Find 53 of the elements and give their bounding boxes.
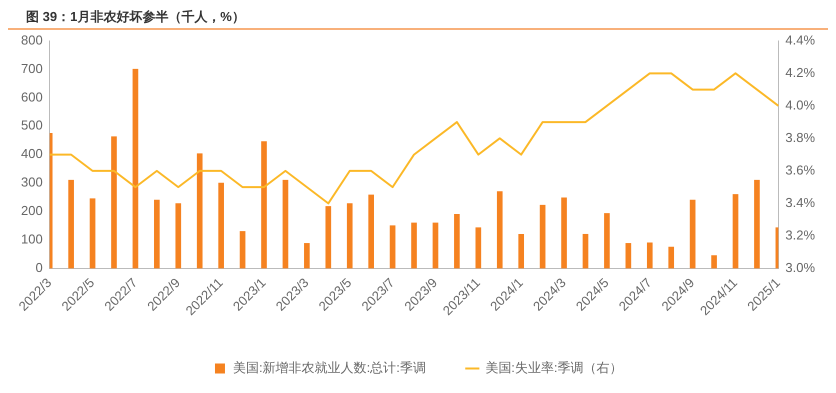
y-tick-label: 0 bbox=[35, 260, 43, 275]
bar bbox=[582, 234, 588, 268]
bar bbox=[304, 243, 310, 268]
bar bbox=[690, 200, 696, 268]
bar bbox=[68, 180, 74, 268]
y2-tick-label: 3.2% bbox=[785, 227, 816, 242]
y-tick-label: 300 bbox=[20, 174, 43, 190]
y-tick-label: 500 bbox=[20, 118, 43, 133]
bar bbox=[561, 198, 567, 268]
y-tick-label: 700 bbox=[20, 60, 43, 76]
y2-tick-label: 3.0% bbox=[785, 260, 816, 275]
y2-tick-label: 4.4% bbox=[785, 32, 816, 48]
bar bbox=[90, 198, 96, 268]
bar bbox=[668, 246, 674, 268]
bar bbox=[411, 222, 417, 268]
y-tick-label: 400 bbox=[20, 146, 43, 162]
bar bbox=[325, 206, 332, 268]
bar bbox=[261, 141, 267, 268]
y2-tick-label: 3.4% bbox=[785, 194, 816, 210]
bar bbox=[111, 136, 117, 268]
bar bbox=[626, 243, 632, 268]
bar bbox=[132, 68, 138, 268]
bar bbox=[368, 194, 374, 268]
bar bbox=[454, 214, 460, 268]
bar bbox=[496, 191, 503, 268]
bar bbox=[518, 234, 524, 268]
y-tick-label: 800 bbox=[20, 32, 43, 48]
bar bbox=[154, 200, 160, 268]
y-tick-label: 100 bbox=[20, 232, 43, 247]
y2-tick-label: 3.8% bbox=[785, 130, 816, 145]
y2-tick-label: 3.6% bbox=[785, 162, 816, 178]
bar bbox=[540, 204, 546, 268]
bar bbox=[346, 203, 353, 268]
legend-label: 美国:失业率:季调（右） bbox=[485, 360, 623, 376]
y2-tick-label: 4.0% bbox=[785, 97, 816, 112]
bar bbox=[732, 194, 738, 268]
bar bbox=[196, 153, 203, 268]
bar bbox=[711, 255, 717, 268]
y-tick-label: 600 bbox=[20, 89, 43, 104]
bar bbox=[646, 242, 653, 268]
bar bbox=[432, 222, 438, 268]
bar bbox=[218, 182, 224, 268]
bar bbox=[175, 203, 182, 268]
bar bbox=[475, 227, 482, 268]
chart-title: 图 39：1月非农好坏参半（千人，%） bbox=[8, 8, 828, 30]
y-tick-label: 200 bbox=[20, 203, 43, 218]
bar bbox=[604, 213, 610, 268]
bar bbox=[390, 225, 396, 268]
bar bbox=[754, 180, 760, 268]
y2-tick-label: 4.2% bbox=[785, 64, 816, 80]
bar bbox=[240, 231, 246, 268]
bar bbox=[282, 180, 288, 268]
legend-label: 美国:新增非农就业人数:总计:季调 bbox=[232, 360, 426, 376]
